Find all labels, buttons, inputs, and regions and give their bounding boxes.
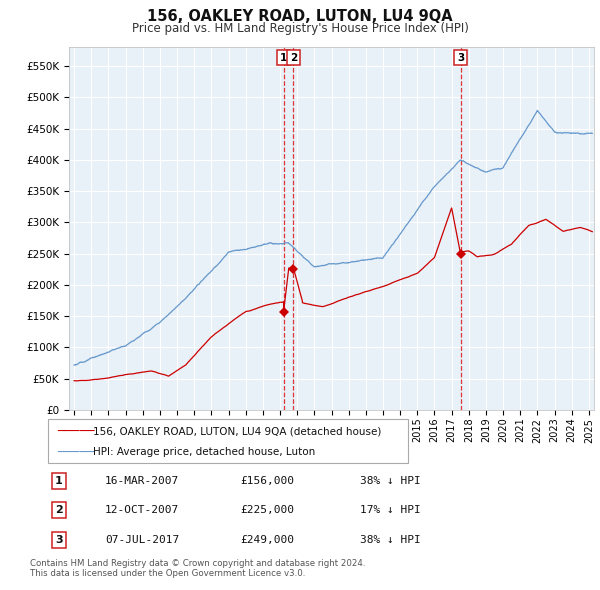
- Text: 17% ↓ HPI: 17% ↓ HPI: [360, 506, 421, 515]
- Text: 1: 1: [55, 476, 62, 486]
- Text: This data is licensed under the Open Government Licence v3.0.: This data is licensed under the Open Gov…: [30, 569, 305, 578]
- Text: Price paid vs. HM Land Registry's House Price Index (HPI): Price paid vs. HM Land Registry's House …: [131, 22, 469, 35]
- Text: 2: 2: [55, 506, 62, 515]
- Text: 3: 3: [457, 53, 464, 63]
- Text: ─────: ─────: [57, 445, 95, 458]
- Text: 1: 1: [280, 53, 287, 63]
- Text: 16-MAR-2007: 16-MAR-2007: [105, 476, 179, 486]
- Text: 3: 3: [55, 535, 62, 545]
- Text: HPI: Average price, detached house, Luton: HPI: Average price, detached house, Luto…: [93, 447, 315, 457]
- Text: 38% ↓ HPI: 38% ↓ HPI: [360, 535, 421, 545]
- Text: 12-OCT-2007: 12-OCT-2007: [105, 506, 179, 515]
- Text: 2: 2: [290, 53, 297, 63]
- Text: 156, OAKLEY ROAD, LUTON, LU4 9QA: 156, OAKLEY ROAD, LUTON, LU4 9QA: [147, 9, 453, 24]
- Text: ─────: ─────: [57, 425, 95, 438]
- Text: 38% ↓ HPI: 38% ↓ HPI: [360, 476, 421, 486]
- Text: £249,000: £249,000: [240, 535, 294, 545]
- Text: £156,000: £156,000: [240, 476, 294, 486]
- Text: Contains HM Land Registry data © Crown copyright and database right 2024.: Contains HM Land Registry data © Crown c…: [30, 559, 365, 568]
- Text: 07-JUL-2017: 07-JUL-2017: [105, 535, 179, 545]
- Text: £225,000: £225,000: [240, 506, 294, 515]
- Text: 156, OAKLEY ROAD, LUTON, LU4 9QA (detached house): 156, OAKLEY ROAD, LUTON, LU4 9QA (detach…: [93, 427, 382, 436]
